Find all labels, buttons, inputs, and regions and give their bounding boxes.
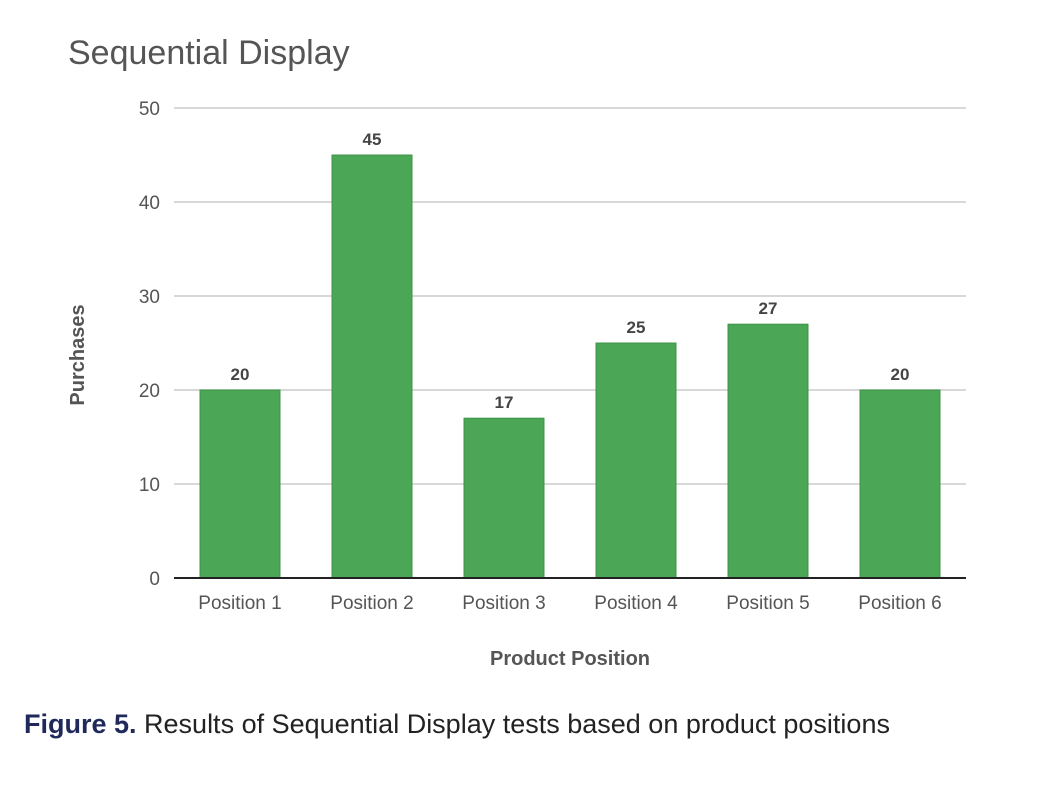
gridlines: [174, 107, 966, 485]
y-tick-label: 40: [139, 193, 160, 214]
y-tick-label: 20: [139, 381, 160, 402]
bars: [199, 154, 941, 579]
data-label: 27: [759, 299, 778, 318]
x-tick-label: Position 2: [330, 593, 413, 614]
data-label: 20: [231, 365, 250, 384]
data-label: 17: [495, 393, 514, 412]
data-label: 25: [627, 318, 646, 337]
bar: [727, 323, 809, 579]
y-tick-label: 30: [139, 287, 160, 308]
bar: [463, 417, 545, 579]
bar: [199, 389, 281, 579]
bar: [331, 154, 413, 579]
bar: [859, 389, 941, 579]
x-axis-title: Product Position: [490, 648, 650, 670]
data-label: 20: [891, 365, 910, 384]
x-tick-label: Position 3: [462, 593, 545, 614]
bar: [595, 342, 677, 579]
x-tick-label: Position 6: [858, 593, 941, 614]
x-tick-labels: Position 1 Position 2 Position 3 Position 4…: [198, 593, 941, 614]
y-tick-label: 0: [149, 569, 160, 590]
x-tick-label: Position 5: [726, 593, 809, 614]
x-tick-label: Position 4: [594, 593, 678, 614]
x-tick-label: Position 1: [198, 593, 281, 614]
y-tick-label: 10: [139, 475, 160, 496]
figure-label: Figure 5.: [24, 709, 137, 739]
data-label: 45: [363, 130, 382, 149]
chart-title: Sequential Display: [68, 34, 350, 72]
figure-caption: Figure 5. Results of Sequential Display …: [24, 709, 890, 740]
y-tick-label: 50: [139, 99, 160, 120]
y-tick-labels: 0 10 20 30 40 50: [139, 99, 160, 590]
y-axis-title: Purchases: [67, 304, 89, 405]
data-labels: 20 45 17 25 27 20: [231, 130, 910, 412]
caption-text: Results of Sequential Display tests base…: [136, 709, 890, 739]
